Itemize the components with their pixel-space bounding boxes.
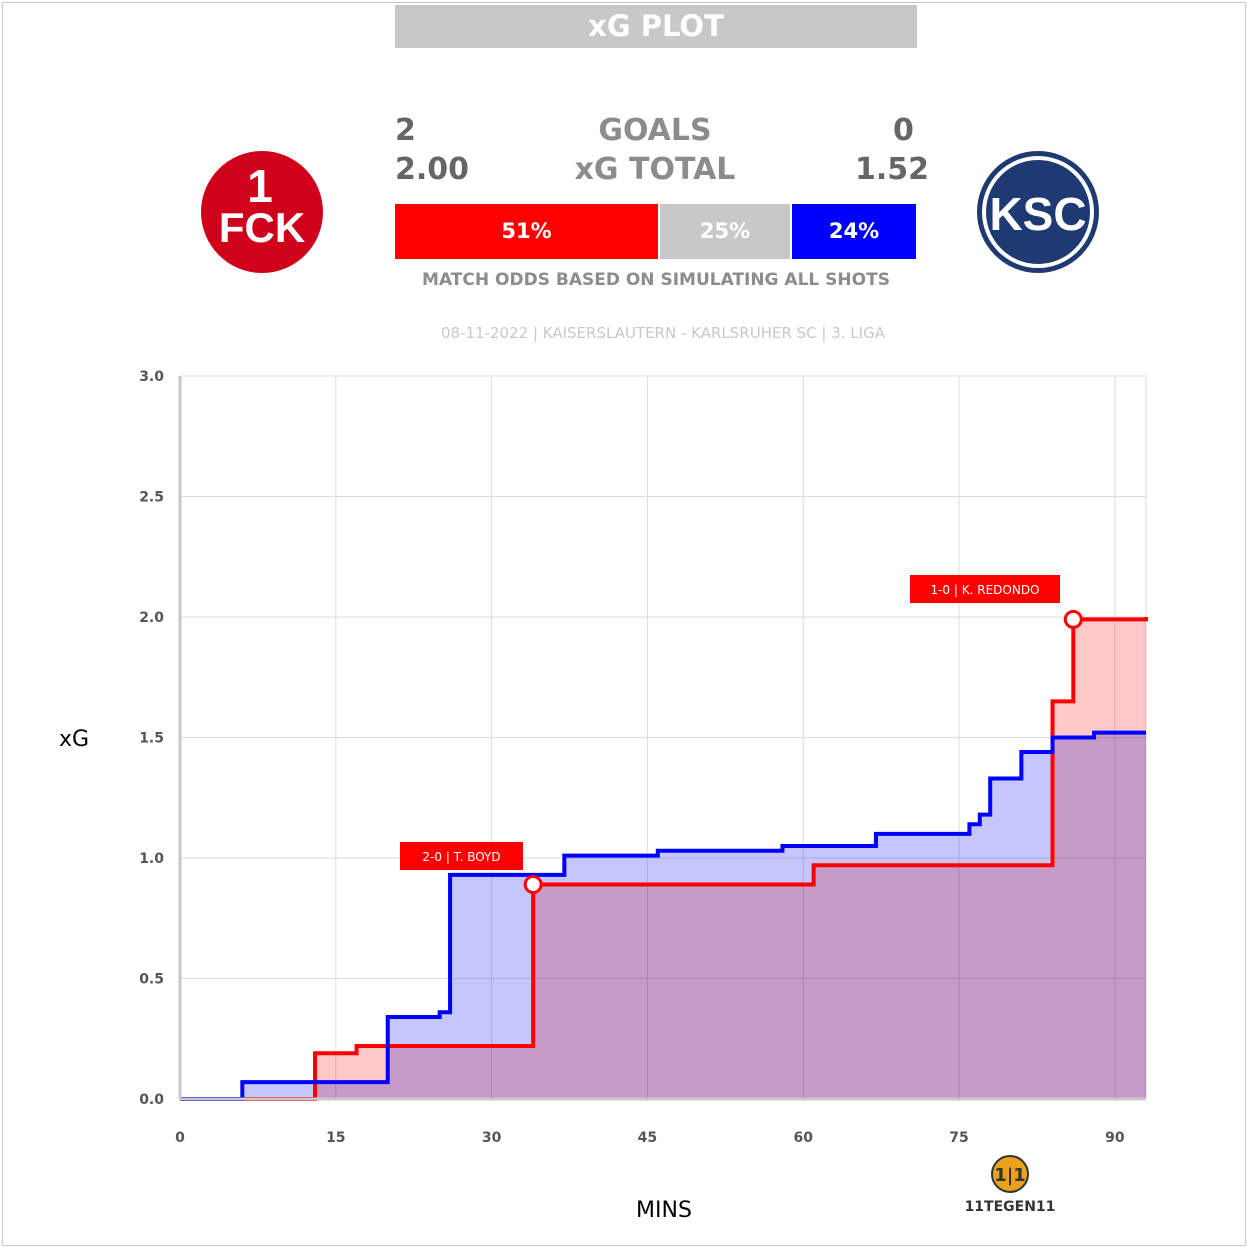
y-tick-label: 0.0 <box>139 1092 164 1108</box>
chart-ticks: 0 15 30 45 60 75 90 0.0 0.5 1.0 1.5 2.0 2.5 3.0 <box>139 369 1125 1146</box>
y-tick-label: 0.5 <box>139 972 164 988</box>
x-axis-label: MINS <box>636 1198 692 1223</box>
brand-logo: 1|1 11TEGEN11 <box>965 1155 1056 1215</box>
odds-note: MATCH ODDS BASED ON SIMULATING ALL SHOTS <box>422 270 890 290</box>
chart-axes <box>178 376 1146 1101</box>
goal-marker <box>523 875 543 895</box>
series-line-away <box>180 730 1146 1101</box>
chart-title: xG PLOT <box>395 5 917 48</box>
y-tick-label: 3.0 <box>139 369 164 385</box>
y-tick-label: 1.5 <box>139 731 164 747</box>
y-tick-label: 2.5 <box>139 490 164 506</box>
x-tick-label: 60 <box>793 1130 813 1146</box>
goal-marker <box>1063 609 1083 629</box>
home-goals: 2 <box>395 113 416 148</box>
goals-label: GOALS <box>598 113 712 148</box>
home-win-odds: 51% <box>395 204 658 259</box>
series-area-away <box>180 732 1146 1099</box>
match-info: 08-11-2022 | KAISERSLAUTERN - KARLSRUHER… <box>441 324 885 342</box>
chart-annotations: 2-0 | T. BOYD 1-0 | K. REDONDO <box>400 575 1083 895</box>
goal-annotation-label: 2-0 | T. BOYD <box>422 850 500 864</box>
draw-odds: 25% <box>660 204 790 259</box>
chart-lines <box>180 617 1148 1101</box>
x-tick-label: 15 <box>326 1130 345 1146</box>
home-logo-text: FCK <box>219 204 305 251</box>
brand-text: 11TEGEN11 <box>965 1199 1056 1215</box>
away-xg-total: 1.52 <box>855 152 930 187</box>
goal-annotation-box <box>400 842 523 870</box>
home-team-logo: 1 FCK <box>201 151 323 273</box>
y-tick-label: 2.0 <box>139 610 164 626</box>
home-xg-total: 2.00 <box>395 152 470 187</box>
home-logo-number: 1 <box>247 160 273 212</box>
x-tick-label: 75 <box>949 1130 968 1146</box>
away-logo-text: KSC <box>989 188 1086 240</box>
y-axis-label: xG <box>59 727 89 752</box>
goal-annotation-box <box>910 575 1060 603</box>
y-tick-label: 1.0 <box>139 851 164 867</box>
x-tick-label: 30 <box>482 1130 502 1146</box>
away-team-logo: KSC <box>977 151 1099 273</box>
xg-total-label: xG TOTAL <box>574 152 736 187</box>
series-line-home <box>180 617 1148 1101</box>
svg-text:1|1: 1|1 <box>994 1165 1026 1186</box>
chart-fills <box>180 617 1146 1099</box>
goal-annotation-label: 1-0 | K. REDONDO <box>930 583 1039 597</box>
away-win-odds: 24% <box>792 204 916 259</box>
x-tick-label: 45 <box>638 1130 657 1146</box>
x-tick-label: 0 <box>175 1130 185 1146</box>
x-tick-label: 90 <box>1105 1130 1125 1146</box>
away-goals: 0 <box>893 113 914 148</box>
